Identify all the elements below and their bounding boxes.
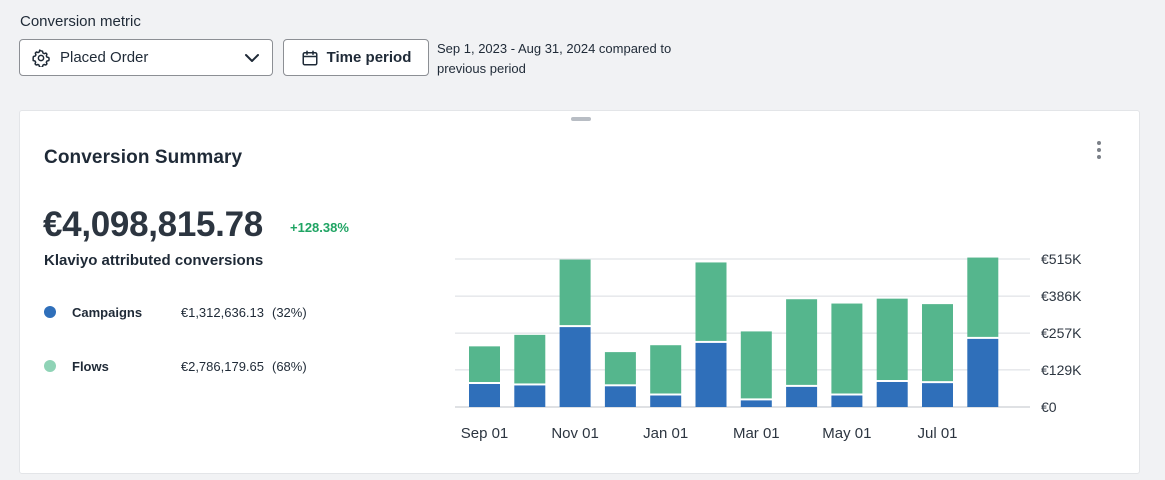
- legend-row-flows: Flows €2,786,179.65 (68%): [44, 356, 344, 376]
- attributed-conversions-label: Klaviyo attributed conversions: [44, 252, 264, 269]
- legend-percent: (68%): [272, 358, 307, 374]
- bar-flows-apr[interactable]: [786, 299, 818, 385]
- bar-campaigns-sep[interactable]: [469, 384, 500, 407]
- bar-campaigns-nov[interactable]: [559, 327, 591, 407]
- bar-flows-jun[interactable]: [876, 298, 908, 380]
- bar-flows-feb[interactable]: [695, 262, 727, 341]
- time-period-label: Time period: [326, 49, 412, 66]
- chevron-down-icon: [244, 50, 260, 66]
- conversion-bar-chart: €0 €129K €257K €386K €515K Sep 01 Nov 01 Jan 0…: [455, 251, 1082, 442]
- total-conversion-value: €4,098,815.78: [43, 205, 263, 244]
- bar-campaigns-apr[interactable]: [786, 386, 818, 407]
- bar-flows-nov[interactable]: [559, 259, 591, 326]
- x-tick-label: Sep 01: [461, 425, 509, 442]
- bar-campaigns-jul[interactable]: [922, 383, 953, 407]
- bar-campaigns-feb[interactable]: [695, 342, 727, 407]
- bar-flows-jul[interactable]: [922, 304, 953, 382]
- bar-flows-mar[interactable]: [740, 331, 772, 399]
- card-title: Conversion Summary: [44, 147, 243, 168]
- legend-amount: €1,312,636.13: [180, 304, 264, 320]
- bar-flows-dec[interactable]: [604, 352, 636, 385]
- date-range-text: Sep 1, 2023 - Aug 31, 2024 compared to p…: [437, 39, 707, 79]
- x-tick-label: Mar 01: [733, 425, 780, 442]
- y-tick-label: €0: [1041, 399, 1057, 415]
- bar-campaigns-jun[interactable]: [876, 381, 908, 407]
- change-percentage: +128.38%: [290, 220, 349, 235]
- flows-dot-icon: [44, 360, 56, 372]
- x-tick-label: Jul 01: [917, 425, 957, 442]
- conversion-metric-label: Conversion metric: [20, 13, 141, 30]
- bar-campaigns-mar[interactable]: [740, 400, 772, 407]
- drag-handle[interactable]: [571, 117, 591, 121]
- conversion-metric-value: Placed Order: [60, 49, 149, 66]
- bar-campaigns-may[interactable]: [831, 395, 863, 407]
- bar-flows-sep[interactable]: [469, 346, 500, 383]
- bar-campaigns-aug[interactable]: [967, 338, 999, 407]
- gear-icon: [32, 48, 50, 67]
- x-tick-label: Nov 01: [551, 425, 599, 442]
- y-tick-label: €386K: [1041, 288, 1082, 304]
- bar-flows-aug[interactable]: [967, 257, 999, 337]
- bar-flows-may[interactable]: [831, 303, 863, 394]
- y-tick-label: €129K: [1041, 362, 1082, 378]
- x-tick-label: May 01: [822, 425, 871, 442]
- x-tick-label: Jan 01: [643, 425, 688, 442]
- legend-amount: €2,786,179.65: [180, 358, 264, 374]
- date-range-line-1: Sep 1, 2023 - Aug 31, 2024 compared to: [437, 41, 672, 56]
- more-options-icon[interactable]: [1090, 139, 1108, 161]
- y-tick-label: €257K: [1041, 325, 1082, 341]
- y-tick-label: €515K: [1041, 251, 1082, 267]
- bar-flows-jan[interactable]: [650, 345, 682, 394]
- time-period-button[interactable]: Time period: [283, 39, 429, 76]
- bar-flows-oct[interactable]: [514, 334, 546, 384]
- legend-percent: (32%): [272, 304, 307, 320]
- bar-campaigns-oct[interactable]: [514, 385, 546, 407]
- legend-row-campaigns: Campaigns €1,312,636.13 (32%): [44, 302, 344, 322]
- conversion-summary-card: Conversion Summary €4,098,815.78 +128.38…: [19, 110, 1140, 474]
- date-range-line-2: previous period: [437, 61, 526, 76]
- campaigns-dot-icon: [44, 306, 56, 318]
- bar-campaigns-dec[interactable]: [604, 386, 636, 407]
- bar-campaigns-jan[interactable]: [650, 395, 682, 407]
- legend-name: Campaigns: [72, 304, 143, 320]
- calendar-icon: [301, 49, 319, 67]
- legend-name: Flows: [72, 358, 109, 374]
- conversion-metric-select[interactable]: Placed Order: [19, 39, 273, 76]
